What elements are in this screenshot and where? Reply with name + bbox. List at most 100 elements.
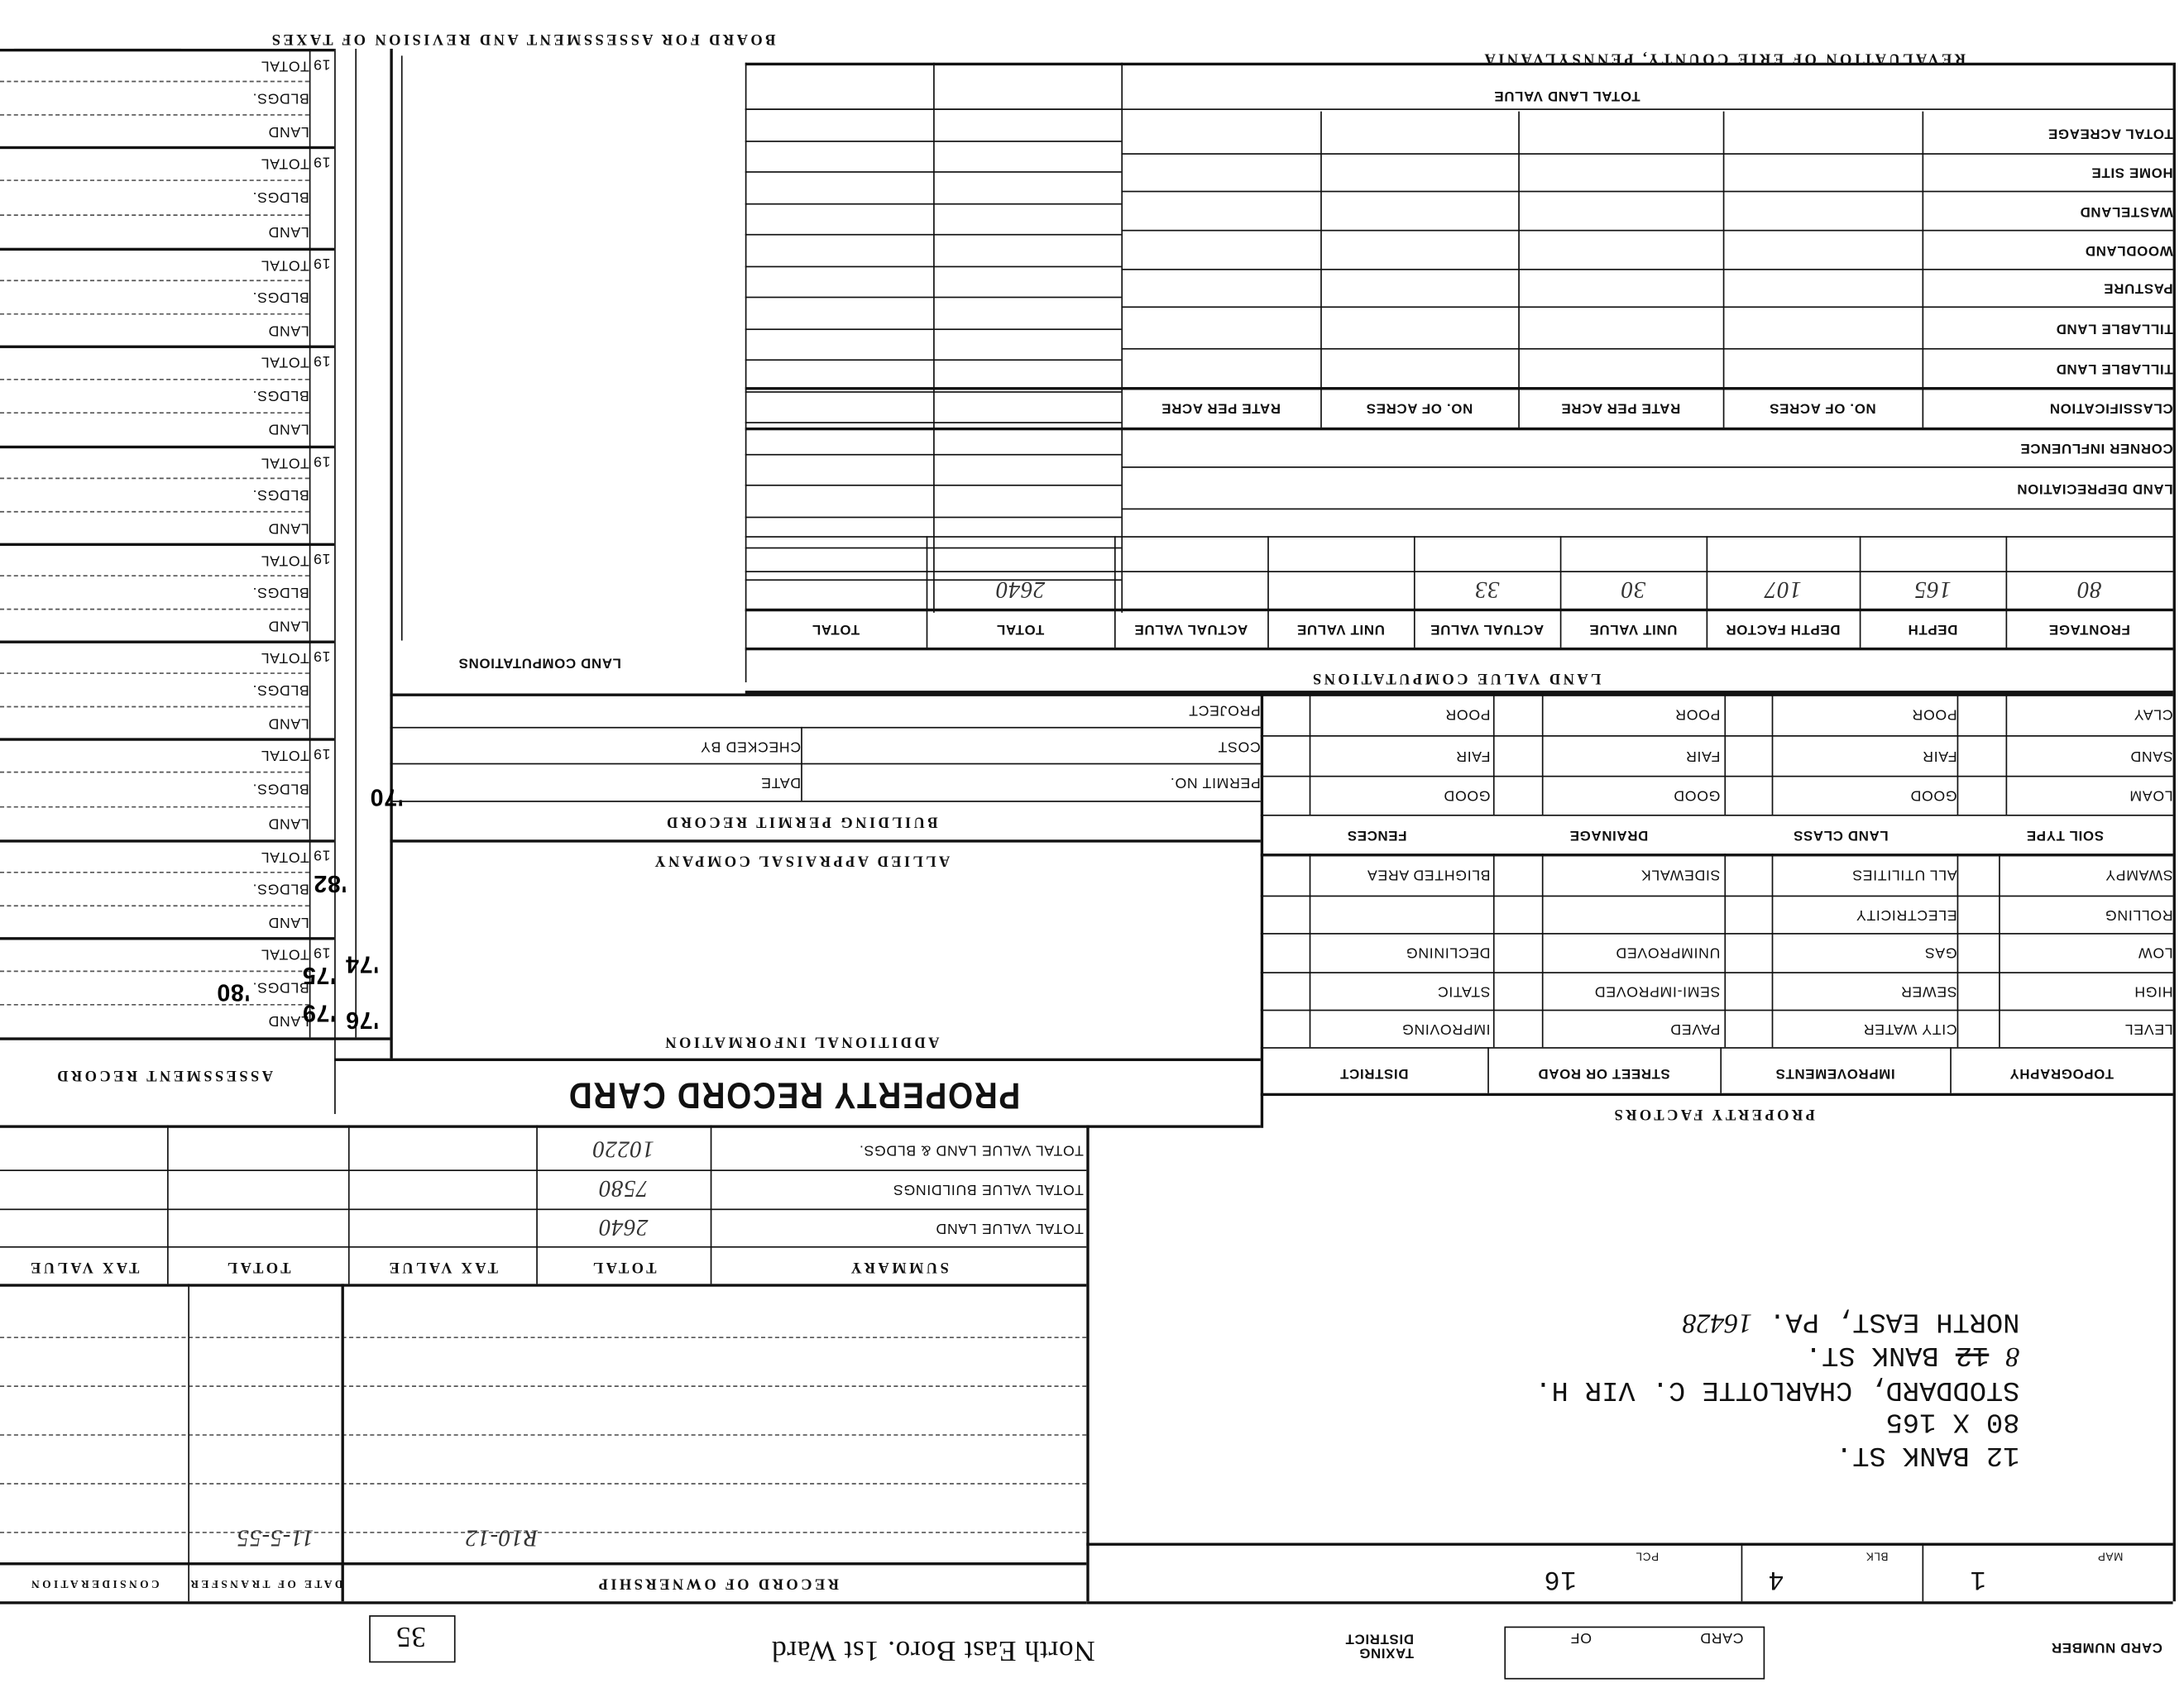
lvc-header: UNIT VALUE — [1588, 620, 1678, 637]
land-table-row-label: WASTELAND — [2079, 203, 2173, 219]
lvc-value — [745, 571, 927, 608]
lvc-value: 107 — [1764, 576, 1802, 604]
assessment-row-label: LAND — [267, 122, 309, 139]
lvc-header: TOTAL — [996, 620, 1045, 637]
lvc-value: 30 — [1621, 576, 1646, 604]
rule-line — [1518, 111, 1520, 428]
rule-line — [745, 296, 1122, 299]
rule-line — [745, 387, 2173, 390]
assessment-row-label: LAND — [267, 222, 309, 240]
assessment-row-label: TOTAL — [261, 155, 309, 172]
property-factor-option: PAVED — [1669, 1020, 1721, 1037]
assessment-row-label: LAND — [267, 714, 309, 731]
rule-line — [1999, 854, 2000, 1048]
property-factor-option — [1310, 896, 1497, 933]
district-name: North East Boro. 1st Ward — [771, 1635, 1095, 1669]
rule-line — [1260, 933, 2173, 935]
property-factor-option: ALL UTILITIES — [1851, 866, 1957, 883]
rule-line — [0, 213, 309, 216]
lvc-header: FRONTAGE — [2048, 620, 2130, 637]
classification-header: NO. OF ACRES — [1769, 400, 1876, 416]
year-prefix: 19 — [313, 745, 331, 763]
assessment-row-label: BLDGS. — [251, 486, 309, 504]
rule-line — [355, 48, 357, 1038]
company-name: ALLIED APPRAISAL COMPANY — [651, 853, 951, 870]
rule-line — [334, 48, 336, 1114]
rule-line — [1121, 306, 2173, 308]
rule-line — [1492, 693, 1495, 815]
rule-line — [0, 970, 309, 973]
rule-line — [745, 202, 1122, 204]
property-factor-option: ELECTRICITY — [1856, 906, 1957, 923]
rule-line — [933, 62, 935, 613]
rule-line — [1260, 693, 1264, 1128]
handwritten-note: '70 — [369, 783, 404, 811]
rule-line — [0, 672, 309, 675]
property-factor-header: STREET OR ROAD — [1537, 1065, 1670, 1082]
land-table-row-label: CLASSIFICATION — [2049, 400, 2173, 416]
rule-line — [0, 146, 335, 150]
stamp-number: 35 — [395, 1621, 427, 1656]
zip: 16428 — [1682, 1307, 1753, 1339]
land-table-title: TOTAL LAND VALUE — [1493, 88, 1640, 103]
rule-line — [745, 608, 2173, 612]
soil-factor-option: FAIR — [1922, 747, 1957, 764]
summary-header: TOTAL — [590, 1259, 657, 1276]
property-factor-option: DECLINING — [1406, 944, 1491, 962]
assessment-row-label: LAND — [267, 420, 309, 438]
rule-line — [1121, 153, 2173, 155]
property-factor-header: IMPROVEMENTS — [1774, 1065, 1895, 1082]
rule-line — [0, 1169, 1087, 1171]
rule-line — [1260, 972, 2173, 973]
rule-line — [745, 515, 1122, 518]
property-factor-option — [1546, 896, 1726, 933]
property-factor-option: LOW — [2138, 944, 2173, 962]
building-permit-title: BUILDING PERMIT RECORD — [663, 814, 938, 831]
rule-line — [745, 691, 2173, 694]
rule-line — [0, 575, 309, 577]
assessment-row-label: TOTAL — [261, 56, 309, 74]
soil-factor-option: CLAY — [2134, 706, 2173, 724]
rule-line — [1487, 1047, 1489, 1093]
year-prefix: 19 — [313, 255, 331, 272]
rule-line — [1559, 536, 1562, 648]
card-label: CARD — [1699, 1629, 1744, 1647]
rule-line — [0, 478, 309, 480]
summary-row-label: TOTAL VALUE LAND & BLDGS. — [859, 1142, 1084, 1160]
lot-size: 80 X 165 — [1885, 1405, 2020, 1438]
rule-line — [745, 453, 1122, 455]
rule-line — [1121, 268, 2173, 270]
property-factor-option: SWAMPY — [2105, 866, 2173, 883]
rule-line — [0, 1003, 309, 1006]
rule-line — [1086, 1125, 1090, 1602]
land-table-row-label: TILLABLE LAND — [2056, 320, 2173, 336]
rule-line — [0, 412, 309, 414]
address-block: 12 BANK ST. 80 X 165 STODDARD, CHARLOTTE… — [1393, 1292, 2020, 1470]
rule-line — [1260, 895, 2173, 897]
rule-line — [745, 140, 1122, 141]
property-factor-option: GAS — [1924, 944, 1957, 962]
rule-line — [390, 726, 1261, 729]
of-label: OF — [1570, 1629, 1592, 1647]
rule-line — [0, 510, 309, 513]
rule-line — [1722, 111, 1725, 428]
rule-line — [745, 427, 2173, 431]
rule-line — [0, 937, 335, 940]
summary-header: SUMMARY — [848, 1259, 949, 1276]
assessment-row-label: LAND — [267, 321, 309, 338]
taxing-district-label: TAXING DISTRICT — [1344, 1630, 1414, 1660]
map-value: 1 — [1969, 1564, 1986, 1595]
rule-line — [745, 484, 1122, 486]
rule-line — [801, 726, 802, 801]
assessment-row-label: TOTAL — [261, 551, 309, 568]
rule-line — [1413, 536, 1415, 648]
assessment-row-label: LAND — [267, 616, 309, 634]
rule-line — [1086, 1601, 2173, 1604]
rule-line — [1320, 111, 1322, 428]
assessment-row-label: TOTAL — [261, 453, 309, 471]
lvc-header: DEPTH FACTOR — [1725, 620, 1841, 637]
assessment-row-label: BLDGS. — [251, 781, 309, 798]
rule-line — [745, 328, 1122, 330]
assessment-row-label: BLDGS. — [251, 288, 309, 306]
